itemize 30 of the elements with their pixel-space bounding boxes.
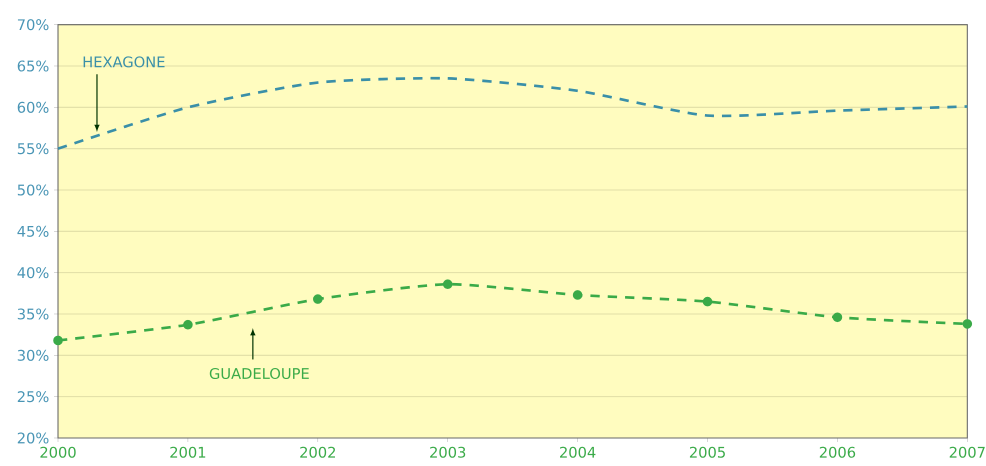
point: [702, 296, 712, 306]
x-tick-label: 2002: [300, 446, 335, 458]
text: HEXAGONE: [84, 56, 165, 68]
x-tick-label: 2001: [170, 446, 206, 458]
point: [313, 294, 323, 304]
point: [572, 290, 582, 300]
x-tick-label: 2003: [430, 446, 466, 458]
point: [183, 320, 193, 330]
x-tick-label: 2004: [560, 446, 596, 458]
y-tick-label: 20%: [18, 432, 48, 444]
y-tick-label: 60%: [18, 102, 48, 113]
x-tick-label: 2000: [40, 446, 76, 458]
point: [832, 312, 842, 322]
y-tick-label: 40%: [17, 267, 48, 278]
y-tick-label: 35%: [18, 308, 48, 320]
point: [53, 336, 63, 346]
y-tick-label: 25%: [18, 391, 48, 402]
y-tick-label: 50%: [18, 184, 48, 196]
x-tick-label: 2007: [950, 446, 985, 458]
x-tick-label: 2006: [820, 446, 856, 458]
y-tick-label: 65%: [18, 60, 48, 72]
y-tick-label: 30%: [18, 350, 48, 361]
line-series: [56, 76, 969, 150]
y-tick-label: 45%: [17, 226, 48, 237]
point: [442, 279, 453, 290]
text: GUADELOUPE: [210, 368, 309, 380]
point: [962, 319, 972, 329]
x-tick-label: 2005: [690, 446, 725, 458]
y-tick-label: 70%: [18, 19, 48, 30]
y-tick-label: 55%: [18, 143, 48, 154]
